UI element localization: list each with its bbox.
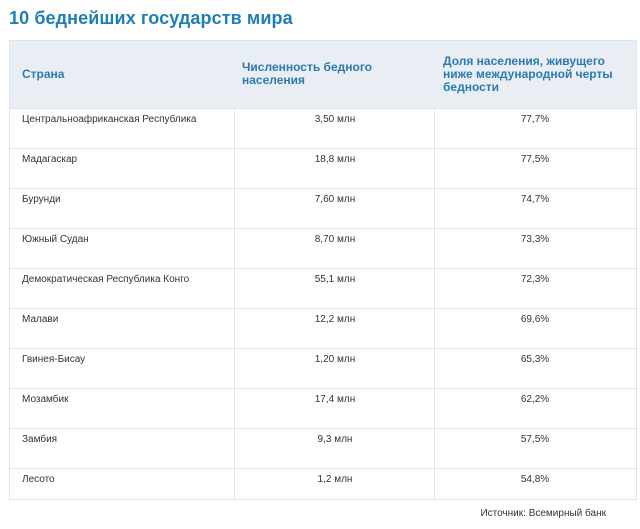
cell-share: 57,5% — [520, 434, 550, 445]
cell-population: 1,20 млн — [314, 354, 356, 365]
cell-share: 62,2% — [520, 394, 550, 405]
cell-population: 1,2 млн — [317, 474, 353, 485]
cell-country: Центральноафриканская Республика — [22, 114, 197, 125]
cell-population: 7,60 млн — [314, 194, 356, 205]
cell-country: Демократическая Республика Конго — [22, 274, 190, 285]
source-note: Источник: Всемирный банк — [480, 508, 606, 519]
page-title: 10 беднейших государств мира — [9, 8, 293, 28]
cell-population: 18,8 млн — [314, 154, 356, 165]
cell-population: 12,2 млн — [314, 314, 356, 325]
column-divider — [234, 108, 235, 499]
table-row: Мозамбик 17,4 млн 62,2% — [10, 388, 636, 428]
table-header: Страна Численность бедного населения Дол… — [10, 41, 636, 108]
cell-country: Мадагаскар — [22, 154, 78, 165]
column-header-country: Страна — [22, 67, 65, 81]
cell-population: 9,3 млн — [317, 434, 353, 445]
table-row: Замбия 9,3 млн 57,5% — [10, 428, 636, 468]
column-divider — [434, 108, 435, 499]
table-row: Мадагаскар 18,8 млн 77,5% — [10, 148, 636, 188]
cell-population: 55,1 млн — [314, 274, 356, 285]
cell-share: 65,3% — [520, 354, 550, 365]
table-row: Малави 12,2 млн 69,6% — [10, 308, 636, 348]
cell-share: 69,6% — [520, 314, 550, 325]
cell-country: Мозамбик — [22, 394, 69, 405]
cell-country: Лесото — [22, 474, 55, 485]
cell-country: Гвинея-Бисау — [22, 354, 86, 365]
cell-population: 8,70 млн — [314, 234, 356, 245]
table-row: Гвинея-Бисау 1,20 млн 65,3% — [10, 348, 636, 388]
cell-country: Бурунди — [22, 194, 61, 205]
table-row: Центральноафриканская Республика 3,50 мл… — [10, 108, 636, 148]
cell-share: 77,7% — [520, 114, 550, 125]
table-row: Южный Судан 8,70 млн 73,3% — [10, 228, 636, 268]
cell-share: 74,7% — [520, 194, 550, 205]
column-header-population: Численность бедного населения — [242, 60, 373, 87]
table-row: Бурунди 7,60 млн 74,7% — [10, 188, 636, 228]
cell-share: 72,3% — [520, 274, 550, 285]
cell-share: 73,3% — [520, 234, 550, 245]
table-row: Демократическая Республика Конго 55,1 мл… — [10, 268, 636, 308]
cell-country: Замбия — [22, 434, 58, 445]
cell-country: Малави — [22, 314, 59, 325]
cell-country: Южный Судан — [22, 234, 89, 245]
cell-share: 54,8% — [520, 474, 550, 485]
poverty-table: Страна Численность бедного населения Дол… — [9, 40, 637, 500]
cell-share: 77,5% — [520, 154, 550, 165]
column-header-share: Доля населения, живущего ниже международ… — [443, 54, 613, 94]
cell-population: 17,4 млн — [314, 394, 356, 405]
cell-population: 3,50 млн — [314, 114, 356, 125]
table-row: Лесото 1,2 млн 54,8% — [10, 468, 636, 508]
